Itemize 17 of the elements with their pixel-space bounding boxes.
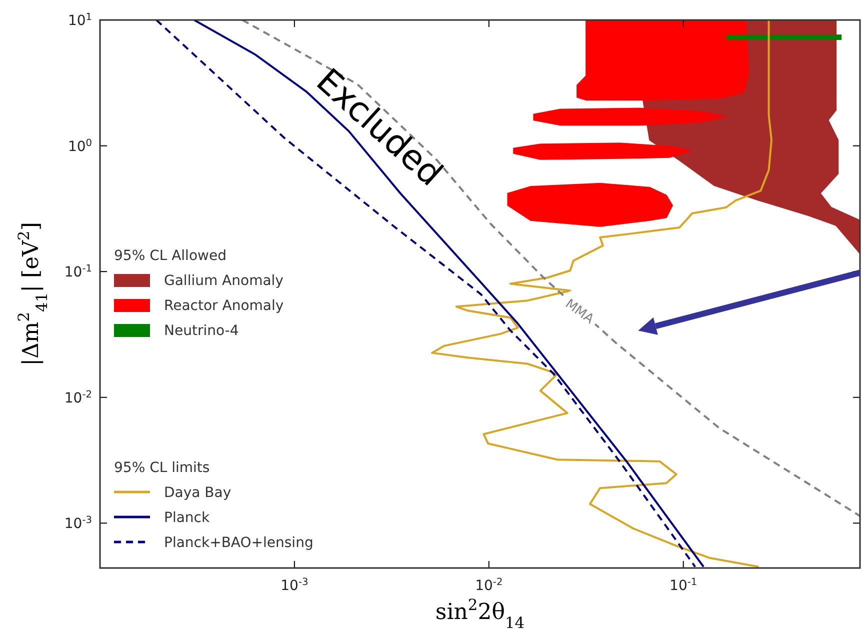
x-tick-label: 10$^{-1}$ [670, 576, 698, 594]
legend-label: Daya Bay [164, 485, 232, 501]
y-tick-label: 10$^{-1}$ [64, 263, 92, 281]
y-tick-label: 10$^{-3}$ [64, 514, 92, 532]
legend-label: Planck [164, 510, 210, 526]
legend-label: Neutrino-4 [164, 323, 239, 339]
annotation: 95% CL limits [114, 460, 210, 476]
x-axis-title: sin$^{2}$2θ$_{14}$ [435, 596, 525, 631]
legend-label: Planck+BAO+lensing [164, 535, 314, 551]
x-tick-label: 10$^{-3}$ [280, 576, 308, 594]
legend-label: Reactor Anomaly [164, 298, 284, 314]
y-tick-label: 10$^{-2}$ [64, 388, 92, 406]
legend-label: Gallium Anomaly [164, 273, 284, 289]
y-tick-label: 10$^{0}$ [68, 137, 92, 155]
y-tick-label: 10$^{1}$ [68, 12, 92, 29]
x-tick-label: 10$^{-2}$ [475, 576, 503, 594]
annotation: 95% CL Allowed [114, 248, 226, 264]
